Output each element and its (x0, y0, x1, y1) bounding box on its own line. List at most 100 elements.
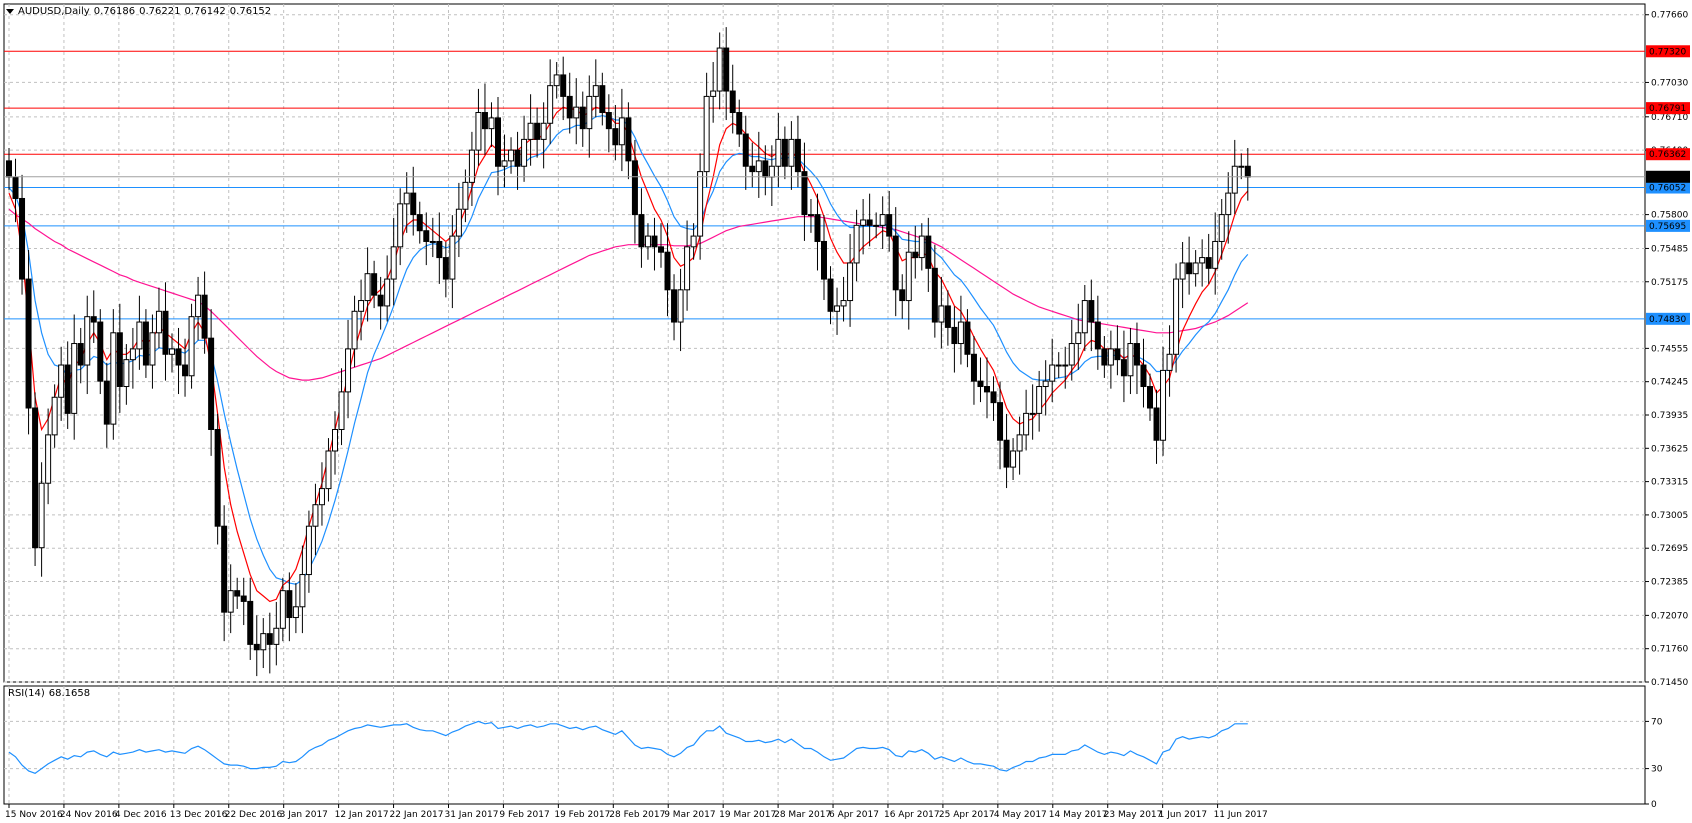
candle-bear (579, 106, 586, 130)
time-axis-label: 19 Feb 2017 (554, 810, 610, 820)
price-axis-label: 0.77660 (1651, 11, 1688, 21)
price-axis-label: 0.71760 (1651, 645, 1688, 655)
resistance-level-label: 0.76362 (1649, 150, 1686, 160)
candle-bull (1231, 165, 1238, 194)
candle-bull (905, 251, 912, 302)
candle-bull (710, 90, 717, 97)
current-price-tag (1646, 170, 1690, 183)
resistance-level-tag (1646, 148, 1690, 161)
price-axis-label: 0.73005 (1651, 511, 1688, 521)
time-axis-label: 14 May 2017 (1049, 810, 1108, 820)
candle-bull (332, 428, 338, 452)
candle-bull (345, 348, 352, 393)
moving-average-slow-line (8, 208, 1249, 381)
candle-bear (410, 192, 417, 216)
candle-bull (129, 348, 136, 361)
candle-bear (442, 257, 449, 280)
candle-bear (1140, 364, 1147, 388)
time-axis-label: 4 May 2017 (994, 810, 1047, 820)
price-axis-label: 0.75175 (1651, 278, 1688, 288)
candle-bear (247, 600, 254, 645)
candle-bull (1173, 278, 1180, 355)
candle-bull (788, 138, 795, 167)
dropdown-triangle-icon[interactable] (6, 8, 14, 14)
candle-bull (508, 149, 515, 162)
time-axis-label: 4 Dec 2016 (115, 810, 167, 820)
candle-bull (299, 574, 306, 608)
price-axis-label: 0.74555 (1651, 344, 1688, 354)
candle-bear (1153, 407, 1160, 441)
candle-bull (1107, 348, 1114, 366)
candle-bear (142, 321, 149, 366)
price-axis-label: 0.73935 (1651, 411, 1688, 421)
candle-bull (1062, 364, 1069, 367)
time-axis-label: 19 Mar 2017 (719, 810, 776, 820)
time-axis-label: 28 Feb 2017 (609, 810, 665, 820)
candle-bull (677, 289, 684, 323)
candle-bear (827, 278, 834, 312)
price-axis-label: 0.76710 (1651, 113, 1688, 123)
candle-bear (162, 310, 169, 355)
candle-bear (964, 321, 971, 355)
candle-bear (481, 112, 488, 130)
candle-bear (1244, 165, 1251, 178)
low-price: 0.76142 (184, 6, 226, 17)
candle-bear (1101, 348, 1108, 366)
current-price-label: 0.76152 (1649, 173, 1686, 183)
candle-bull (403, 192, 410, 205)
candle-bull (618, 117, 625, 146)
candle-bear (90, 316, 97, 323)
rsi-line (8, 720, 1248, 774)
candle-bear (495, 117, 501, 167)
rsi-axis-label: 70 (1651, 717, 1663, 727)
candle-bear (416, 214, 423, 232)
candle-bull (325, 450, 332, 490)
price-axis-label: 0.72695 (1651, 544, 1688, 554)
candle-bear (931, 267, 938, 323)
candle-bull (358, 300, 365, 312)
candle-bull (397, 203, 404, 248)
candle-bull (475, 112, 482, 151)
candle-bull (592, 85, 599, 97)
candle-bear (77, 343, 84, 366)
candle-bear (1147, 386, 1153, 409)
candle-bull (338, 391, 345, 430)
candle-bear (899, 289, 906, 302)
open-price: 0.76186 (93, 6, 136, 17)
price-axis-label: 0.71450 (1651, 678, 1688, 688)
candle-bull (1016, 434, 1023, 452)
close-price: 0.76152 (229, 6, 272, 17)
candle-bull (644, 235, 651, 248)
candle-bull (149, 332, 156, 366)
candle-bear (286, 590, 293, 619)
candle-bear (984, 386, 990, 393)
candle-bear (560, 74, 567, 97)
time-axis-label: 6 Apr 2017 (829, 810, 879, 820)
candle-bear (1133, 343, 1140, 366)
candle-bull (918, 235, 925, 259)
candle-bear (12, 176, 19, 199)
candle-bear (182, 364, 189, 377)
time-axis-label: 11 Jun 2017 (1214, 810, 1268, 820)
candle-bull (540, 122, 547, 140)
candle-bull (1081, 300, 1088, 334)
candle-bull (860, 219, 867, 226)
candle-bear (977, 380, 984, 388)
candle-bear (566, 95, 573, 119)
support-level-label: 0.75695 (1649, 222, 1686, 232)
candle-bull (195, 294, 202, 318)
candle-bear (19, 197, 26, 280)
candle-bull (58, 364, 65, 398)
candle-bear (625, 117, 632, 162)
candle-bull (429, 240, 436, 243)
high-price: 0.76221 (139, 6, 181, 17)
candle-bull (1160, 369, 1167, 441)
candle-bull (1238, 165, 1245, 168)
candle-bull (1199, 257, 1206, 264)
candle-bull (873, 224, 880, 227)
candle-bull (1218, 214, 1225, 242)
candle-bear (116, 332, 123, 388)
candle-bear (97, 321, 104, 382)
candle-bull (364, 273, 371, 302)
